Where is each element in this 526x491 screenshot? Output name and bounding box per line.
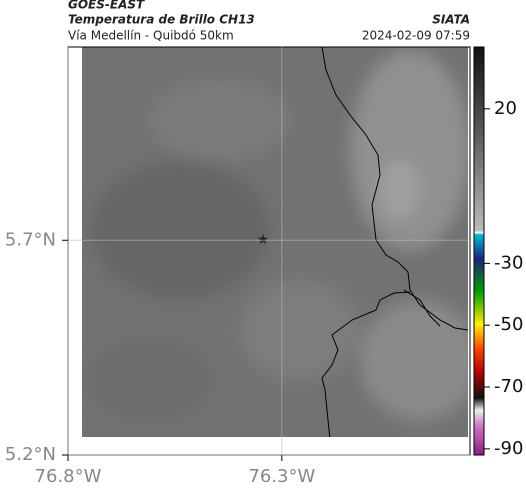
colorbar-tick-label: -30 — [494, 252, 523, 273]
colorbar-tick-label: 20 — [494, 98, 517, 119]
subtitle: Vía Medellín - Quibdó 50km — [68, 29, 234, 43]
colorbar — [473, 46, 485, 456]
colorbar-tick-label: -90 — [494, 438, 523, 459]
satellite-image — [82, 47, 468, 437]
x-tick-label: 76.8°W — [35, 466, 102, 487]
title: Temperatura de Brillo CH13 — [68, 13, 255, 27]
x-tick-label: 76.3°W — [248, 466, 315, 487]
timestamp: 2024-02-09 07:59 — [362, 29, 470, 43]
y-tick-label: 5.2°N — [5, 444, 56, 465]
source: GOES-EAST — [68, 0, 145, 12]
colorbar-tick-label: -70 — [494, 376, 523, 397]
org: SIATA — [432, 13, 470, 27]
colorbar-tick-label: -50 — [494, 314, 523, 335]
y-tick-label: 5.7°N — [5, 229, 56, 250]
